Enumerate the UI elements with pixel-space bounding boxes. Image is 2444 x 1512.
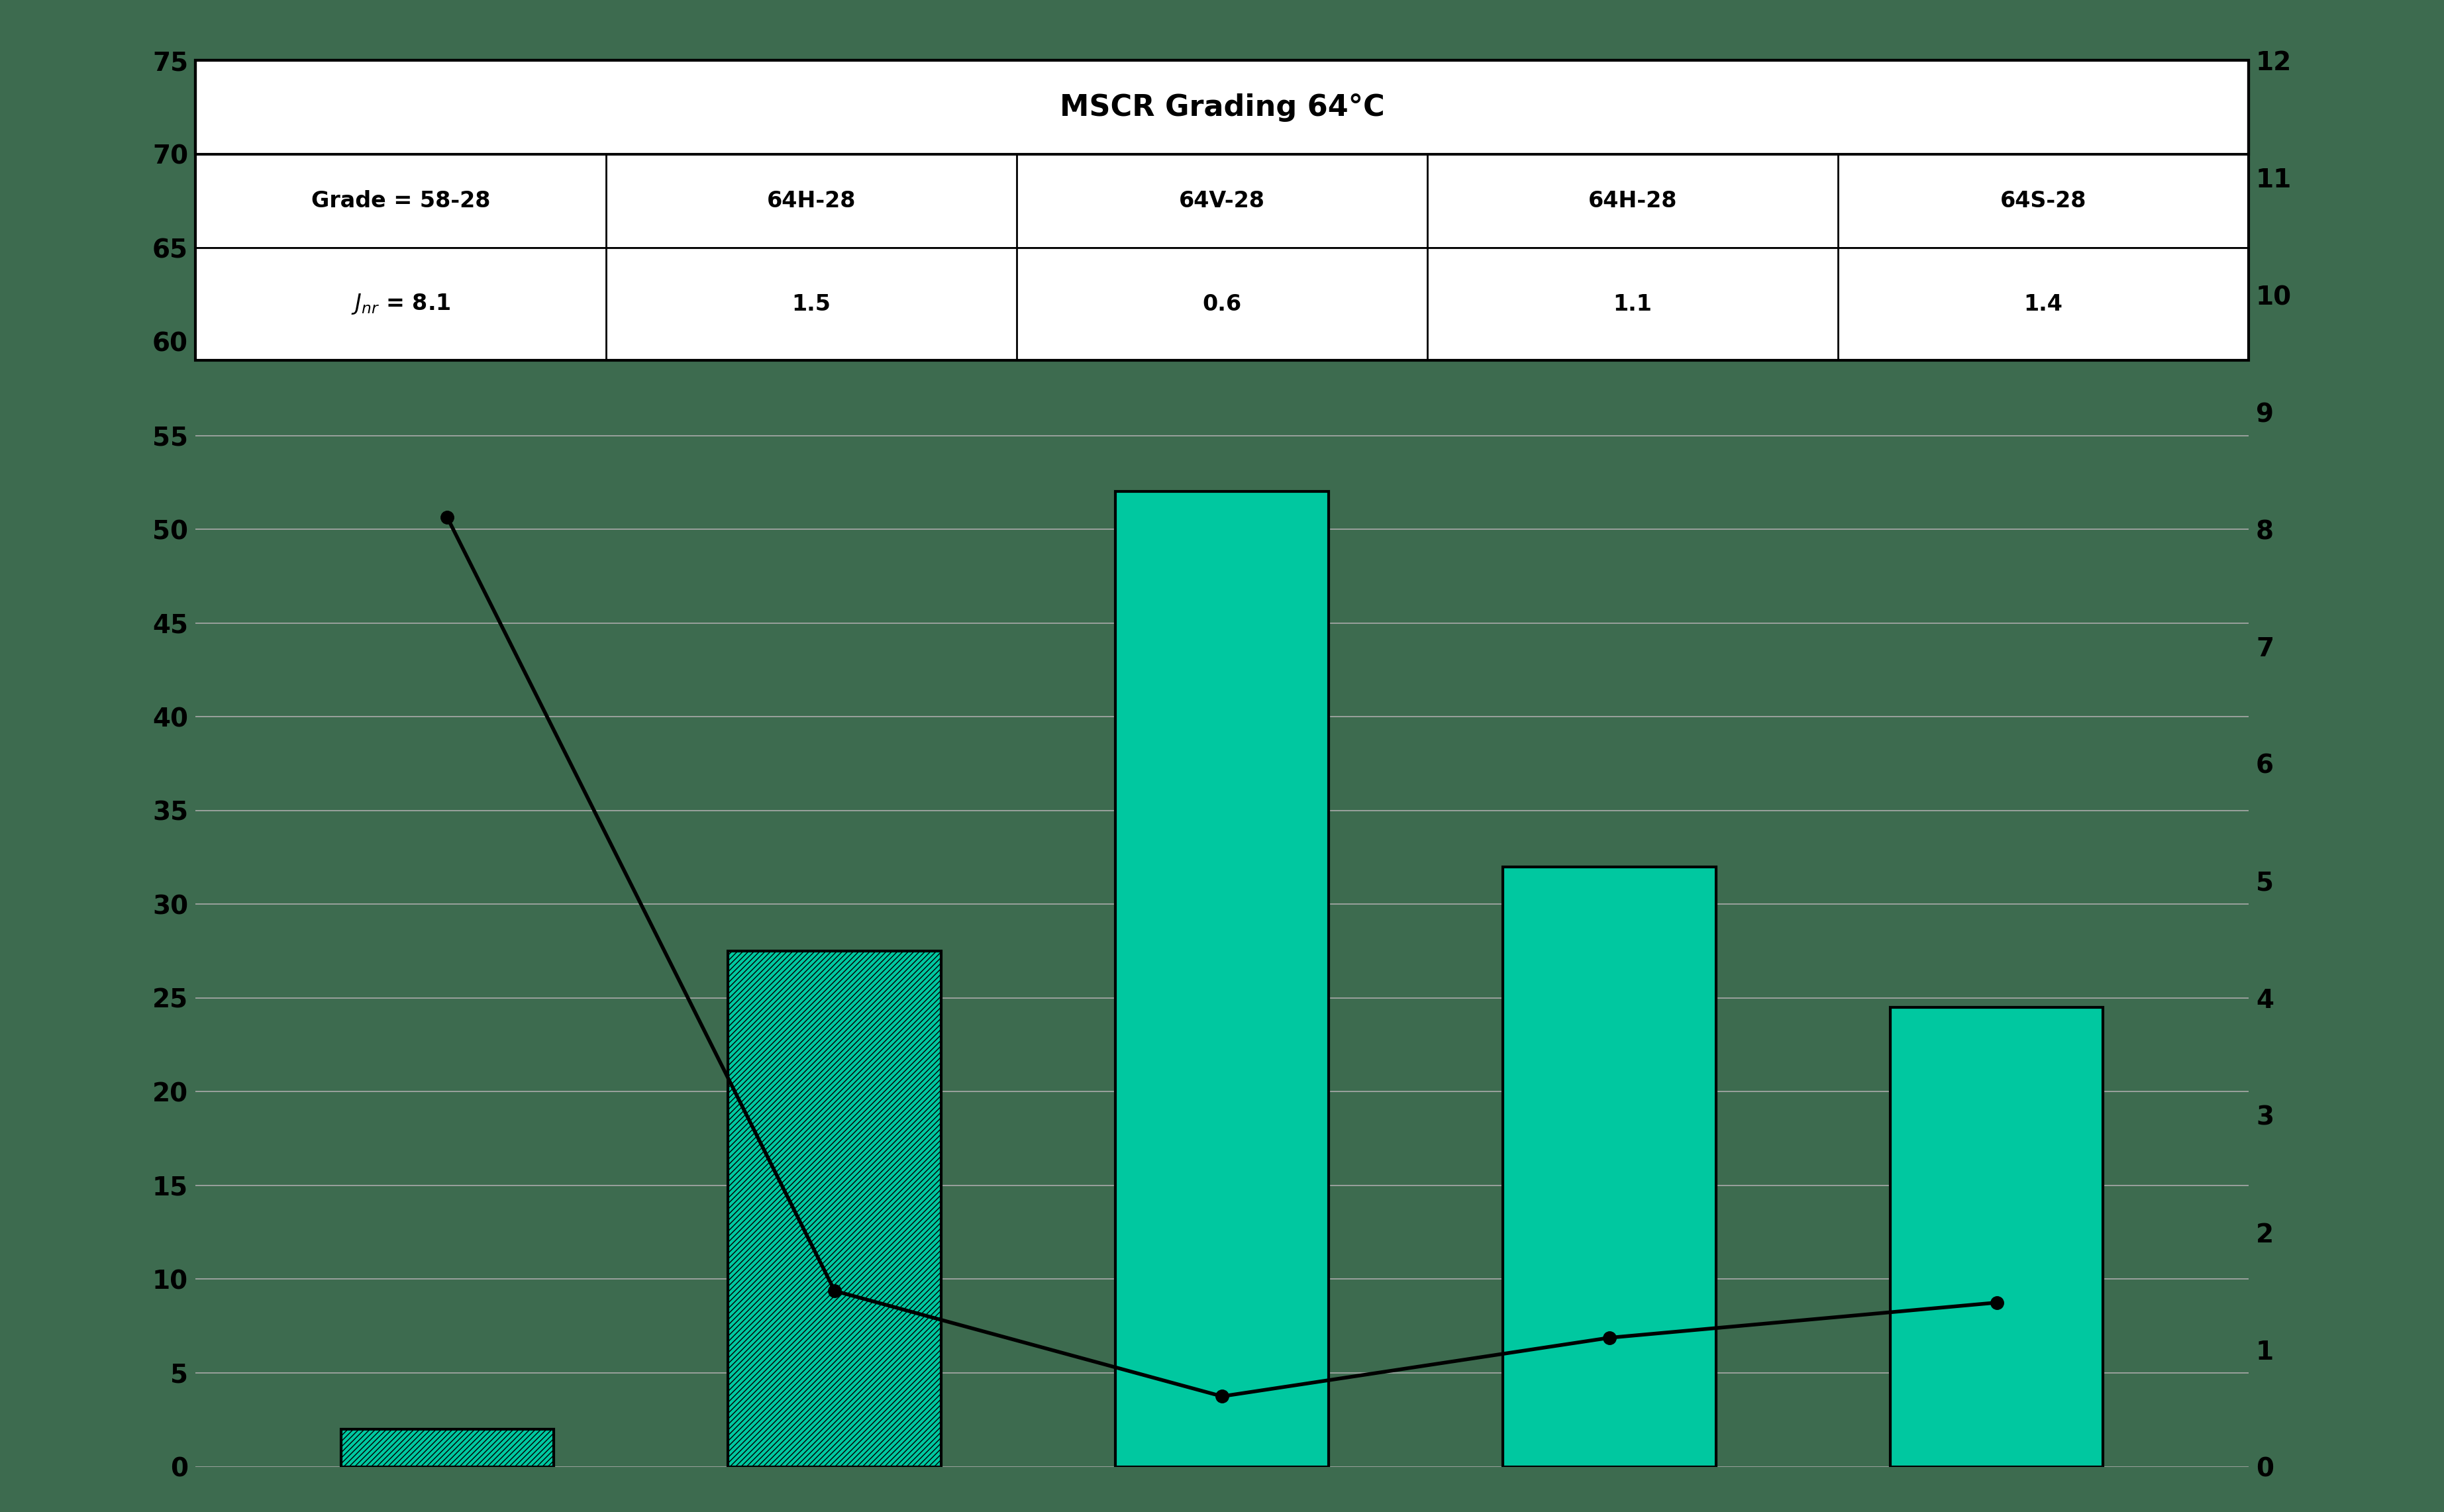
Text: 1.4: 1.4 (2024, 293, 2063, 314)
Bar (196, 60, 2248, 360)
Text: 0.6: 0.6 (1202, 293, 1242, 314)
Bar (1889, 1007, 2104, 1467)
Text: 64H-28: 64H-28 (767, 191, 855, 212)
Bar (196, 154, 2248, 248)
Text: MSCR Grading 64°C: MSCR Grading 64°C (1061, 94, 1383, 121)
Bar (1503, 866, 1716, 1467)
Text: 1.1: 1.1 (1613, 293, 1652, 314)
Text: 64H-28: 64H-28 (1589, 191, 1677, 212)
Text: 64S-28: 64S-28 (1999, 191, 2087, 212)
Text: $J_{nr}$ = 8.1: $J_{nr}$ = 8.1 (352, 292, 450, 316)
Bar (728, 951, 941, 1467)
Text: 64V-28: 64V-28 (1178, 191, 1266, 212)
Text: Grade = 58-28: Grade = 58-28 (310, 191, 491, 212)
Bar (196, 60, 2248, 154)
Bar (340, 1429, 555, 1467)
Bar (1114, 491, 1330, 1467)
Text: 1.5: 1.5 (792, 293, 831, 314)
Bar (196, 248, 2248, 360)
